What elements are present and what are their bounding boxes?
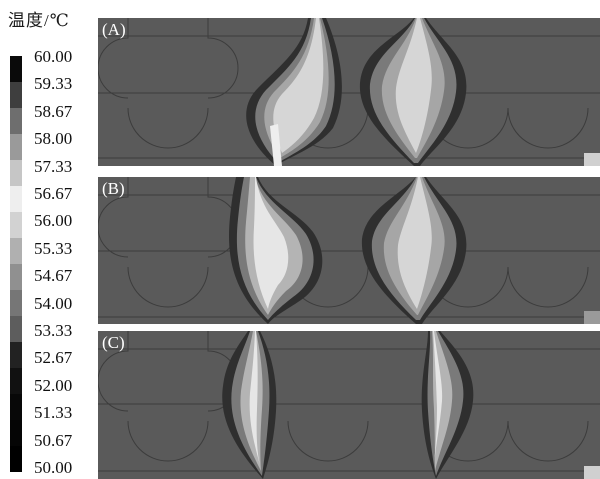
legend-tick-label: 52.67 bbox=[34, 348, 73, 368]
plume-b-right bbox=[361, 177, 467, 324]
legend-tick-label: 58.00 bbox=[34, 129, 73, 149]
legend-swatch bbox=[10, 342, 22, 368]
panel-a: (A) bbox=[98, 18, 600, 166]
legend-swatch bbox=[10, 264, 22, 290]
panel-b: (B) bbox=[98, 177, 600, 324]
legend-swatch bbox=[10, 368, 22, 394]
legend-swatch bbox=[10, 56, 22, 82]
legend-swatch bbox=[10, 394, 22, 420]
legend-swatch bbox=[10, 238, 22, 264]
legend-swatch bbox=[10, 446, 22, 472]
legend-swatch bbox=[10, 108, 22, 134]
legend-swatch bbox=[10, 290, 22, 316]
legend-swatch bbox=[10, 134, 22, 160]
legend-tick-label: 50.67 bbox=[34, 430, 73, 450]
legend-tick-label: 59.33 bbox=[34, 74, 73, 94]
legend-tick-label: 54.67 bbox=[34, 266, 73, 286]
panel-c-label: (C) bbox=[102, 333, 125, 352]
legend-swatch bbox=[10, 316, 22, 342]
panel-a-label: (A) bbox=[102, 20, 126, 39]
legend-unit-label: 温度/℃ bbox=[8, 11, 70, 30]
panel-c-plot bbox=[98, 331, 600, 479]
panel-a-plot bbox=[98, 18, 600, 166]
legend-swatch bbox=[10, 420, 22, 446]
panel-b-label: (B) bbox=[102, 179, 125, 198]
plume-a-left bbox=[246, 18, 342, 166]
legend-tick-label: 56.00 bbox=[34, 211, 73, 231]
panel-b-plot bbox=[98, 177, 600, 324]
color-legend-bar bbox=[10, 56, 22, 472]
legend-tick-label: 51.33 bbox=[34, 403, 73, 423]
legend-tick-label: 60.00 bbox=[34, 47, 73, 66]
legend-swatch bbox=[10, 82, 22, 108]
panel-c: (C) bbox=[98, 331, 600, 479]
legend-tick-label: 58.67 bbox=[34, 101, 73, 121]
legend-tick-label: 53.33 bbox=[34, 321, 73, 340]
legend-tick-label: 52.00 bbox=[34, 375, 73, 395]
legend-swatch bbox=[10, 160, 22, 186]
legend-tick-label: 57.33 bbox=[34, 156, 73, 176]
legend-tick-label: 54.00 bbox=[34, 293, 73, 313]
plume-c-right bbox=[421, 331, 474, 479]
plume-b-left bbox=[228, 177, 323, 324]
plume-c-left bbox=[222, 331, 277, 479]
legend-swatch bbox=[10, 212, 22, 238]
legend-swatch bbox=[10, 186, 22, 212]
plume-a-right bbox=[359, 18, 467, 166]
legend-tick-label: 50.00 bbox=[34, 458, 73, 477]
legend-tick-label: 56.67 bbox=[34, 184, 73, 203]
legend-tick-label: 55.33 bbox=[34, 238, 73, 258]
